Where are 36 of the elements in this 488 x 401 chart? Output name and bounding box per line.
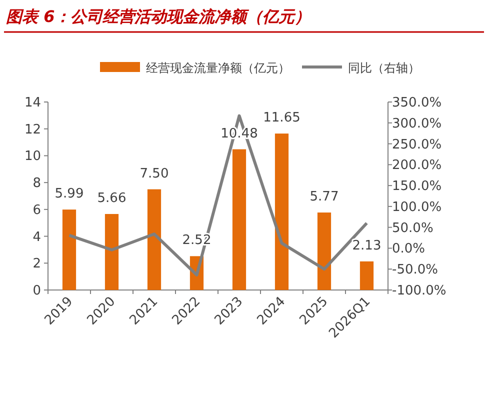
legend: 同比（右轴）: [302, 61, 420, 75]
bar: [147, 189, 162, 290]
bar: [317, 212, 332, 290]
y-tick-label: 4: [32, 230, 41, 245]
legend-label: 经营现金流量净额（亿元）: [146, 61, 290, 75]
data-label: 2.13: [352, 238, 382, 254]
y-tick-label: 8: [32, 176, 41, 192]
y-tick-label: 6: [32, 202, 41, 218]
bar: [104, 214, 119, 290]
y-tick-label: 14: [24, 96, 41, 110]
y2-tick-label: 150.0%: [392, 179, 442, 194]
bar: [62, 210, 76, 290]
y2-tick-label: 350.0%: [392, 96, 442, 110]
y2-tick-label: 0.0%: [392, 242, 426, 257]
y2-tick-label: -50.0%: [392, 262, 438, 278]
data-label: 7.50: [140, 166, 169, 182]
y-tick-label: 0: [32, 284, 41, 298]
data-label: 5.66: [97, 190, 126, 206]
data-label: 5.77: [310, 190, 339, 205]
bar: [232, 149, 246, 290]
legend: 经营现金流量净额（亿元）: [100, 61, 290, 75]
data-label: 11.65: [263, 110, 300, 126]
y2-tick-label: -100.0%: [392, 284, 446, 298]
chart-title: 图表 6：公司经营活动现金流净额（亿元）: [6, 7, 311, 26]
data-label: 5.99: [54, 186, 84, 202]
y-tick-label: 12: [24, 122, 41, 138]
y2-tick-label: 50.0%: [392, 220, 434, 236]
y-tick-label: 2: [32, 256, 41, 272]
bar: [274, 134, 289, 290]
y2-tick-label: 250.0%: [392, 137, 442, 152]
legend-label: 同比（右轴）: [348, 61, 420, 75]
y-tick-label: 10: [24, 149, 41, 164]
y2-tick-label: 100.0%: [392, 200, 442, 215]
y2-tick-label: 200.0%: [392, 158, 442, 174]
bar: [360, 261, 374, 290]
y2-tick-label: 300.0%: [392, 116, 442, 132]
